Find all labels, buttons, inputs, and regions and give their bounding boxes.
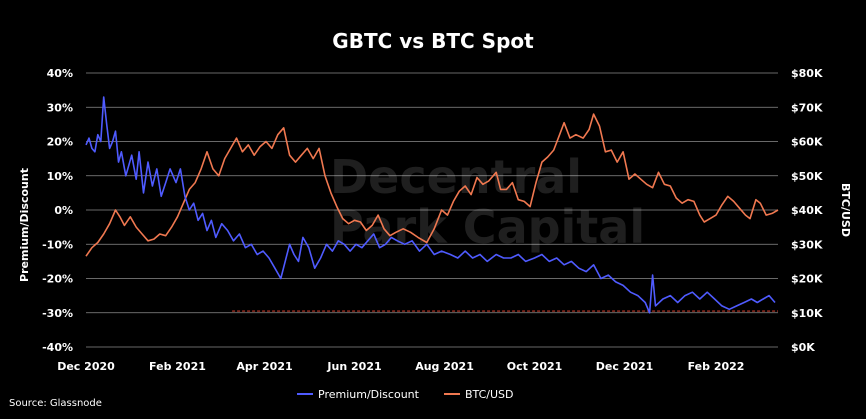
right-tick-label: $60K	[791, 136, 823, 149]
x-tick-label: Aug 2021	[415, 360, 474, 373]
btc-usd-line	[85, 113, 779, 257]
legend-label-premium-discount: Premium/Discount	[318, 388, 420, 401]
right-tick-label: $10K	[791, 307, 823, 320]
x-axis-ticks: Dec 2020 Feb 2021 Apr 2021 Jun 2021 Aug 2021…	[57, 360, 744, 373]
x-tick-label: Feb 2021	[149, 360, 206, 373]
watermark-line-2: Park Capital	[330, 200, 645, 254]
source-note: Source: Glassnode	[9, 398, 102, 409]
left-tick-label: 40%	[47, 67, 73, 80]
right-tick-label: $70K	[791, 101, 823, 114]
right-tick-label: $30K	[791, 238, 823, 251]
x-tick-label: Dec 2021	[596, 360, 654, 373]
x-tick-label: Oct 2021	[507, 360, 563, 373]
right-tick-label: $40K	[791, 204, 823, 217]
right-tick-label: $20K	[791, 273, 823, 286]
chart-title: GBTC vs BTC Spot	[332, 29, 534, 53]
left-tick-label: 10%	[47, 170, 73, 183]
right-tick-label: $50K	[791, 170, 823, 183]
x-tick-label: Apr 2021	[236, 360, 292, 373]
left-tick-label: -10%	[42, 238, 73, 251]
left-tick-label: -20%	[42, 273, 73, 286]
left-axis-ticks: 40% 30% 20% 10% 0% -10% -20% -30% -40%	[42, 67, 73, 354]
watermark: Decentral Park Capital	[330, 150, 645, 254]
right-axis-label: BTC/USD	[839, 183, 852, 237]
right-tick-label: $0K	[791, 341, 815, 354]
legend-label-btc-usd: BTC/USD	[465, 388, 514, 401]
x-tick-label: Dec 2020	[57, 360, 115, 373]
grid	[86, 72, 778, 348]
x-tick-label: Feb 2022	[688, 360, 745, 373]
legend: Premium/Discount BTC/USD	[297, 388, 514, 401]
x-tick-label: Jun 2021	[326, 360, 381, 373]
left-axis-label: Premium/Discount	[18, 168, 31, 282]
right-axis-ticks: $80K $70K $60K $50K $40K $30K $20K $10K $0K	[791, 67, 823, 354]
series-layer	[85, 96, 779, 314]
premium-discount-line	[85, 96, 776, 314]
watermark-line-1: Decentral	[330, 150, 582, 204]
left-tick-label: -30%	[42, 307, 73, 320]
left-tick-label: 0%	[54, 204, 73, 217]
left-tick-label: -40%	[42, 341, 73, 354]
left-tick-label: 20%	[47, 136, 73, 149]
left-tick-label: 30%	[47, 101, 73, 114]
right-tick-label: $80K	[791, 67, 823, 80]
